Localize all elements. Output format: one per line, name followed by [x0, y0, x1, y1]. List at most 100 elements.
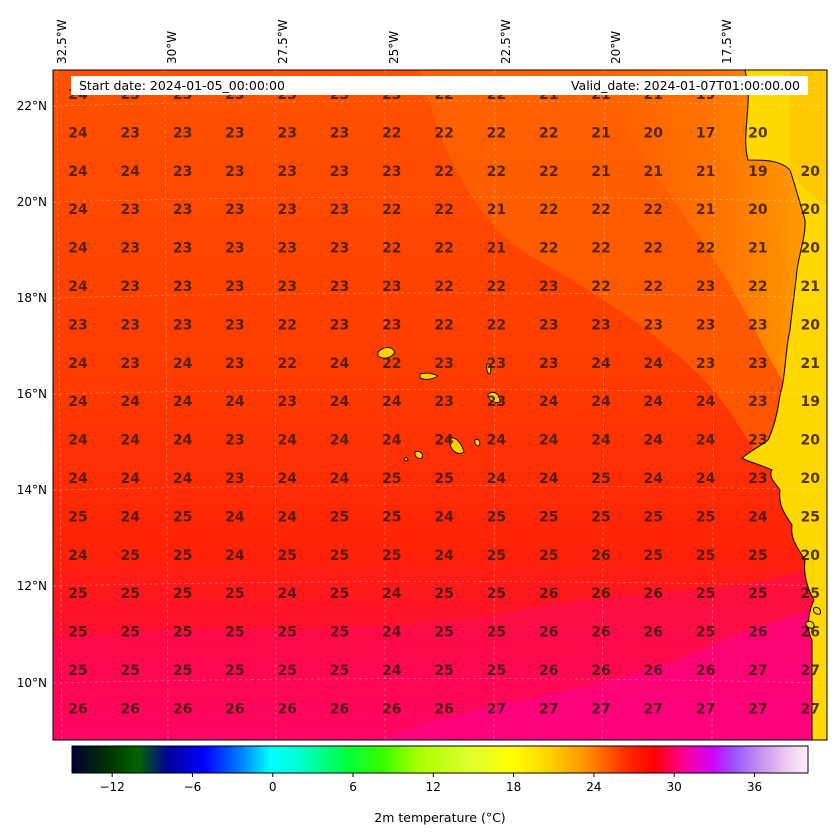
island-sao-vicente	[419, 372, 439, 380]
grid-value: 26	[644, 586, 663, 602]
grid-value: 23	[173, 202, 192, 218]
grid-value: 25	[173, 663, 192, 679]
grid-value: 22	[382, 125, 401, 141]
grid-value: 24	[68, 548, 88, 564]
grid-value: 21	[591, 125, 610, 141]
grid-value: 22	[539, 125, 558, 141]
grid-value: 26	[800, 625, 819, 641]
grid-value: 22	[487, 125, 506, 141]
grid-value: 23	[330, 279, 349, 295]
grid-value: 26	[748, 625, 767, 641]
grid-value: 25	[121, 625, 140, 641]
colorbar-tick-label: 36	[747, 780, 762, 794]
grid-value: 22	[487, 317, 506, 333]
grid-value: 20	[748, 125, 768, 141]
grid-value: 24	[539, 471, 559, 487]
grid-value: 25	[173, 548, 192, 564]
grid-value: 24	[173, 394, 193, 410]
grid-value: 27	[748, 663, 767, 679]
grid-value: 22	[539, 164, 558, 180]
grid-value: 24	[539, 433, 559, 449]
southern-hot-zone	[380, 600, 827, 740]
grid-value: 24	[696, 394, 716, 410]
grid-value: 23	[487, 394, 506, 410]
longitude-labels: 32.5°W 30°W 27.5°W 25°W 22.5°W 20°W 17.5…	[55, 19, 734, 64]
lon-label: 20°W	[609, 31, 623, 64]
grid-value: 25	[277, 663, 296, 679]
grid-value: 21	[644, 164, 663, 180]
grid-value: 25	[487, 548, 506, 564]
grid-value: 25	[225, 586, 244, 602]
grid-value: 24	[644, 471, 664, 487]
grid-value: 23	[696, 317, 715, 333]
grid-value: 25	[800, 586, 819, 602]
grid-value: 23	[382, 317, 401, 333]
grid-value: 23	[277, 164, 296, 180]
grid-value: 24	[277, 586, 297, 602]
grid-value: 23	[225, 471, 244, 487]
grid-value: 26	[644, 663, 663, 679]
colorbar-tick-label: −12	[99, 780, 124, 794]
grid-value: 23	[330, 164, 349, 180]
grid-value: 24	[277, 509, 297, 525]
grid-value: 21	[487, 241, 506, 257]
grid-value: 26	[591, 548, 610, 564]
grid-value: 20	[800, 241, 820, 257]
grid-value: 26	[591, 625, 610, 641]
lat-label: 22°N	[17, 99, 47, 113]
grid-value: 25	[434, 625, 453, 641]
grid-value: 23	[330, 317, 349, 333]
grid-value: 26	[539, 625, 558, 641]
grid-value: 20	[800, 317, 820, 333]
grid-value: 24	[173, 471, 193, 487]
grid-value: 24	[487, 433, 507, 449]
grid-value: 22	[434, 279, 453, 295]
grid-value: 20	[800, 548, 820, 564]
grid-value: 23	[225, 317, 244, 333]
grid-value: 22	[434, 241, 453, 257]
lat-label: 12°N	[17, 579, 47, 593]
grid-value: 24	[644, 433, 664, 449]
grid-value: 24	[644, 356, 664, 372]
grid-value: 23	[330, 241, 349, 257]
map-frame	[52, 69, 828, 741]
island-santiago	[448, 437, 465, 454]
colorbar-gradient	[71, 745, 809, 774]
grid-value: 23	[225, 433, 244, 449]
grid-value: 24	[173, 356, 193, 372]
grid-value: 22	[644, 202, 663, 218]
grid-value: 26	[330, 701, 349, 717]
grid-value: 26	[644, 625, 663, 641]
grid-value: 23	[277, 241, 296, 257]
grid-value: 21	[748, 241, 767, 257]
grid-value: 20	[800, 202, 820, 218]
grid-value: 25	[121, 548, 140, 564]
lon-label: 30°W	[165, 31, 179, 64]
colorbar-tick-label: 12	[426, 780, 441, 794]
grid-value: 22	[382, 241, 401, 257]
grid-value: 23	[277, 394, 296, 410]
grid-value: 23	[748, 356, 767, 372]
lon-label: 17.5°W	[720, 19, 734, 64]
grid-value: 23	[68, 317, 87, 333]
grid-value: 23	[539, 279, 558, 295]
grid-value: 25	[696, 586, 715, 602]
grid-value: 22	[539, 241, 558, 257]
grid-value: 25	[225, 663, 244, 679]
grid-value: 24	[277, 433, 297, 449]
grid-value: 25	[748, 586, 767, 602]
grid-value: 25	[330, 663, 349, 679]
grid-value: 25	[382, 548, 401, 564]
grid-value: 24	[225, 394, 245, 410]
grid-value: 22	[487, 164, 506, 180]
grid-value: 26	[225, 701, 244, 717]
african-coastline	[741, 70, 827, 740]
grid-value: 27	[696, 701, 715, 717]
grid-value: 24	[225, 548, 245, 564]
grid-value: 25	[121, 586, 140, 602]
grid-value: 24	[382, 433, 402, 449]
island-sal	[486, 363, 492, 375]
grid-value: 25	[800, 509, 819, 525]
grid-value: 24	[696, 471, 716, 487]
grid-value: 25	[173, 509, 192, 525]
